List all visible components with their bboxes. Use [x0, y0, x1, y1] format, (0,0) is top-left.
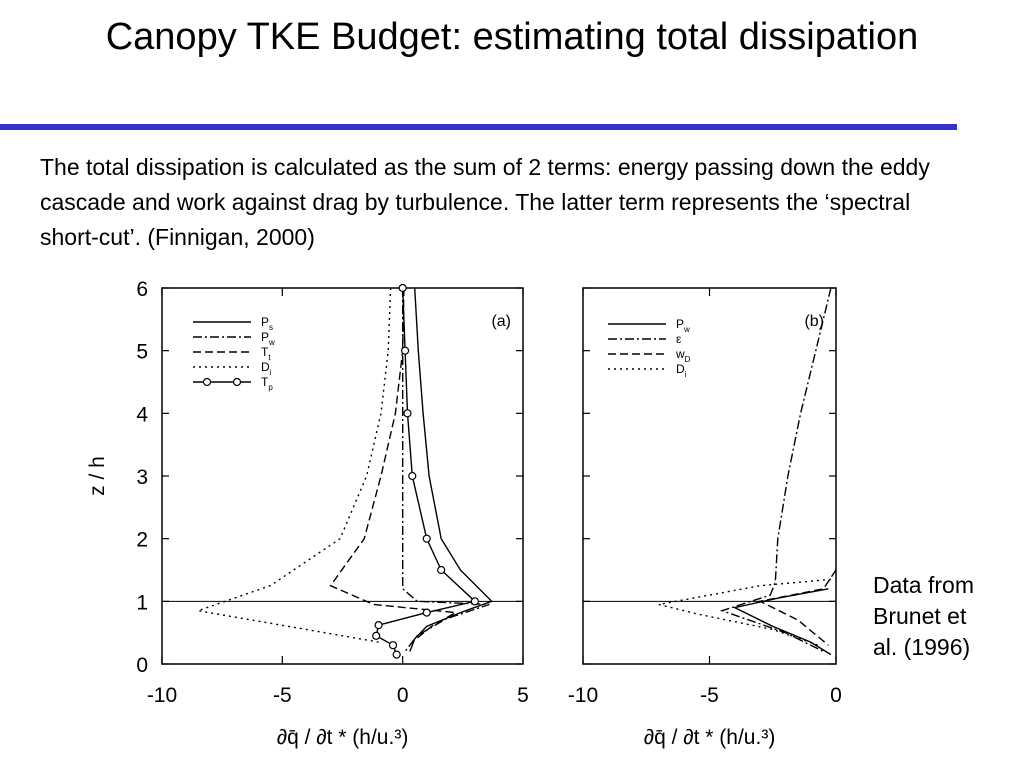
series-point-tp [470, 597, 479, 606]
series-line-ε [719, 287, 832, 653]
series-point-tp [374, 621, 383, 630]
series-line-wd [757, 569, 837, 646]
series-line-di [658, 578, 831, 646]
legend-label: Tt [261, 345, 271, 362]
panel-label: (a) [491, 313, 511, 330]
series-point-tp [422, 534, 431, 543]
plot-frame [161, 287, 524, 665]
series-point-tp [392, 650, 401, 659]
legend-marker [232, 377, 242, 387]
series-point-tp [422, 608, 431, 617]
series-line-tt [329, 287, 458, 643]
series-point-tp [388, 641, 398, 650]
legend-label: ε [676, 332, 682, 346]
y-axis-label: z / h [86, 456, 109, 496]
panel-label: (b) [804, 313, 824, 330]
legend-label: Ps [261, 315, 273, 332]
series-point-tp [403, 409, 412, 418]
y-tick-label: 4 [136, 403, 148, 426]
x-tick-label: -5 [700, 684, 719, 707]
x-tick-label: 5 [517, 684, 529, 707]
series-point-tp [372, 631, 381, 640]
legend-label: Tp [261, 375, 273, 392]
y-tick-label: 1 [136, 591, 148, 614]
x-axis-label: ∂q̄ / ∂t * (h/u.³) [644, 726, 776, 749]
legend-label: Di [676, 362, 687, 379]
x-tick-label: 0 [830, 684, 842, 707]
y-tick-label: 0 [136, 654, 148, 677]
chart-panel-a: -10 -5 0 5 0 1 2 3 4 5 6 z / h ∂q̄ / ∂t * (h/u.³) (a)… [86, 278, 529, 749]
source-note: Data from Brunet et al. (1996) [873, 572, 974, 660]
legend-marker [202, 377, 212, 387]
legend-label: Di [261, 360, 272, 377]
series-line-di [197, 287, 392, 643]
x-tick-label: -5 [273, 684, 292, 707]
series-line-ps [409, 287, 493, 652]
series-point-tp [398, 283, 407, 293]
series-point-tp [437, 565, 446, 575]
y-tick-label: 5 [136, 341, 148, 364]
x-tick-label: -10 [568, 684, 598, 707]
slide-title: Canopy TKE Budget: estimating total diss… [105, 16, 919, 58]
series-line-tp [375, 287, 477, 655]
plot-frame [582, 287, 837, 665]
legend-label: Pw [676, 317, 690, 334]
series-line-pw [402, 288, 490, 652]
y-tick-label: 2 [136, 529, 148, 552]
x-tick-label: 0 [397, 684, 409, 707]
y-tick-label: 3 [136, 466, 148, 489]
legend-label: Pw [261, 330, 275, 347]
x-tick-label: -10 [147, 684, 177, 707]
y-tick-label: 6 [136, 278, 148, 301]
series-point-tp [408, 471, 417, 481]
legend-label: wD [675, 347, 691, 364]
title-divider [0, 124, 957, 130]
x-axis-label: ∂q̄ / ∂t * (h/u.³) [277, 726, 409, 749]
series-point-tp [400, 346, 410, 355]
slide-description: The total dissipation is calculated as t… [40, 154, 930, 250]
